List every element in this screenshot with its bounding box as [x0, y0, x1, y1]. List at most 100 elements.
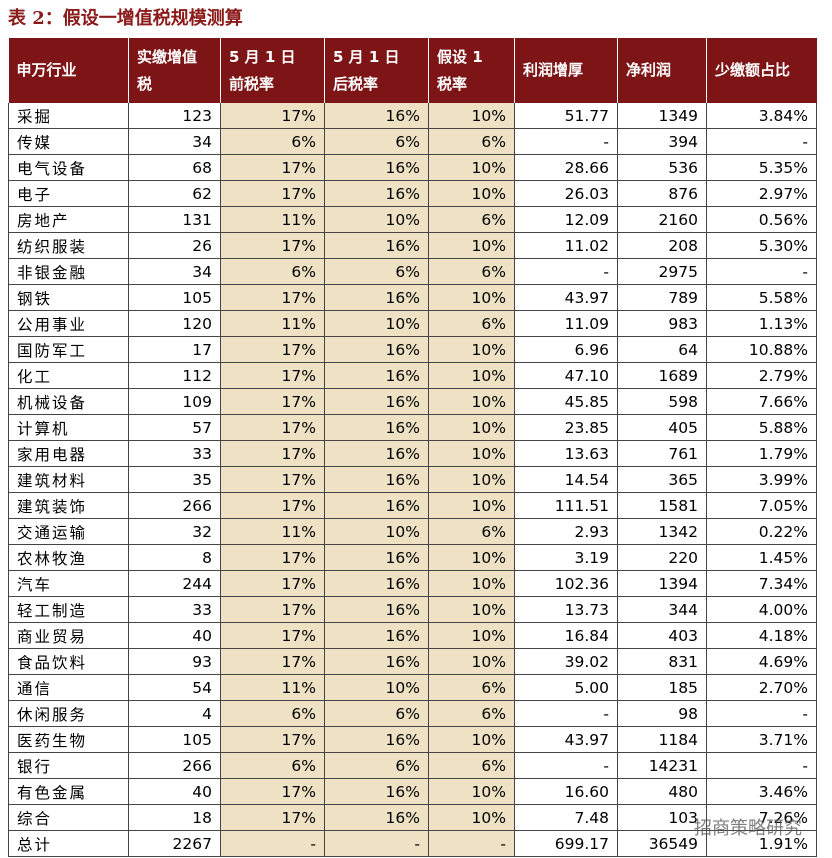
value-cell: 2267 [128, 830, 221, 857]
header-line: 净利润 [626, 61, 672, 79]
value-cell: 10% [428, 466, 515, 493]
value-cell: 266 [128, 752, 221, 779]
value-cell: 789 [617, 284, 707, 311]
value-cell: 1342 [617, 518, 707, 545]
value-cell: 26.03 [514, 180, 618, 207]
table-row: 钢铁 105 17% 16% 10% 43.97 789 5.58% [8, 284, 817, 311]
value-cell: 18 [128, 804, 221, 831]
value-cell: 4.00% [706, 596, 817, 623]
value-cell: 16% [324, 362, 429, 389]
value-cell: 244 [128, 570, 221, 597]
column-header: 利润增厚 [514, 38, 618, 103]
table-row: 化工 112 17% 16% 10% 47.10 1689 2.79% [8, 362, 817, 389]
header-line: 后税率 [333, 74, 379, 93]
table-row: 建筑材料 35 17% 16% 10% 14.54 365 3.99% [8, 466, 817, 493]
value-cell: 1581 [617, 492, 707, 519]
value-cell: 1689 [617, 362, 707, 389]
table-row: 交通运输 32 11% 10% 6% 2.93 1342 0.22% [8, 518, 817, 545]
value-cell: 7.48 [514, 804, 618, 831]
industry-cell: 非银金融 [8, 258, 129, 285]
value-cell: 17% [220, 414, 325, 441]
table-row: 采掘 123 17% 16% 10% 51.77 1349 3.84% [8, 103, 817, 129]
table-row: 纺织服装 26 17% 16% 10% 11.02 208 5.30% [8, 232, 817, 259]
table-row: 综合 18 17% 16% 10% 7.48 103 7.26% [8, 804, 817, 831]
industry-cell: 公用事业 [8, 310, 129, 337]
value-cell: 16% [324, 544, 429, 571]
value-cell: 16% [324, 388, 429, 415]
value-cell: 344 [617, 596, 707, 623]
industry-cell: 传媒 [8, 128, 129, 155]
value-cell: - [706, 258, 817, 285]
value-cell: 16% [324, 804, 429, 831]
value-cell: - [706, 700, 817, 727]
table-row: 机械设备 109 17% 16% 10% 45.85 598 7.66% [8, 388, 817, 415]
header-line: 申万行业 [16, 61, 77, 79]
column-header: 5 月 1 日前税率 [220, 38, 325, 103]
value-cell: 10% [324, 206, 429, 233]
industry-cell: 汽车 [8, 570, 129, 597]
industry-cell: 通信 [8, 674, 129, 701]
value-cell: 16% [324, 154, 429, 181]
industry-cell: 建筑装饰 [8, 492, 129, 519]
table-row: 医药生物 105 17% 16% 10% 43.97 1184 3.71% [8, 726, 817, 753]
value-cell: 1394 [617, 570, 707, 597]
value-cell: 2.70% [706, 674, 817, 701]
value-cell: 16% [324, 570, 429, 597]
value-cell: - [220, 830, 325, 857]
value-cell: 105 [128, 726, 221, 753]
value-cell: 16% [324, 440, 429, 467]
table-row: 休闲服务 4 6% 6% 6% -98- [8, 700, 817, 727]
industry-cell: 电子 [8, 180, 129, 207]
value-cell: 17% [220, 778, 325, 805]
table-row: 电子 62 17% 16% 10% 26.03 876 2.97% [8, 180, 817, 207]
value-cell: 28.66 [514, 154, 618, 181]
value-cell: 6% [324, 258, 429, 285]
value-cell: 13.63 [514, 440, 618, 467]
value-cell: 7.66% [706, 388, 817, 415]
value-cell: 6% [220, 128, 325, 155]
value-cell: 7.34% [706, 570, 817, 597]
value-cell: 6% [324, 700, 429, 727]
value-cell: 16% [324, 103, 429, 129]
value-cell: 109 [128, 388, 221, 415]
value-cell: 3.84% [706, 103, 817, 129]
value-cell: 11% [220, 310, 325, 337]
value-cell: 40 [128, 778, 221, 805]
value-cell: 11.09 [514, 310, 618, 337]
value-cell: 10% [428, 154, 515, 181]
value-cell: 32 [128, 518, 221, 545]
value-cell: - [514, 752, 618, 779]
industry-cell: 商业贸易 [8, 622, 129, 649]
industry-cell: 化工 [8, 362, 129, 389]
value-cell: 17% [220, 180, 325, 207]
industry-cell: 农林牧渔 [8, 544, 129, 571]
table-row: 非银金融 34 6% 6% 6% -2975- [8, 258, 817, 285]
table-row: 商业贸易 40 17% 16% 10% 16.84 403 4.18% [8, 622, 817, 649]
table-row: 有色金属 40 17% 16% 10% 16.60 480 3.46% [8, 778, 817, 805]
value-cell: - [514, 128, 618, 155]
value-cell: 23.85 [514, 414, 618, 441]
value-cell: 10% [428, 103, 515, 129]
value-cell: 208 [617, 232, 707, 259]
value-cell: 7.26% [706, 804, 817, 831]
value-cell: - [514, 258, 618, 285]
value-cell: 699.17 [514, 830, 618, 857]
header-line: 税率 [437, 74, 468, 93]
value-cell: 10% [428, 232, 515, 259]
value-cell: 36549 [617, 830, 707, 857]
value-cell: 266 [128, 492, 221, 519]
value-cell: 8 [128, 544, 221, 571]
value-cell: 16% [324, 778, 429, 805]
value-cell: 6% [428, 128, 515, 155]
value-cell: 17% [220, 440, 325, 467]
value-cell: 10% [428, 388, 515, 415]
value-cell: 16% [324, 180, 429, 207]
value-cell: 16% [324, 622, 429, 649]
table-row: 传媒 34 6% 6% 6% -394- [8, 128, 817, 155]
value-cell: 10% [428, 492, 515, 519]
value-cell: 4.18% [706, 622, 817, 649]
value-cell: 10% [428, 596, 515, 623]
table-row: 农林牧渔 8 17% 16% 10% 3.19 220 1.45% [8, 544, 817, 571]
industry-cell: 钢铁 [8, 284, 129, 311]
